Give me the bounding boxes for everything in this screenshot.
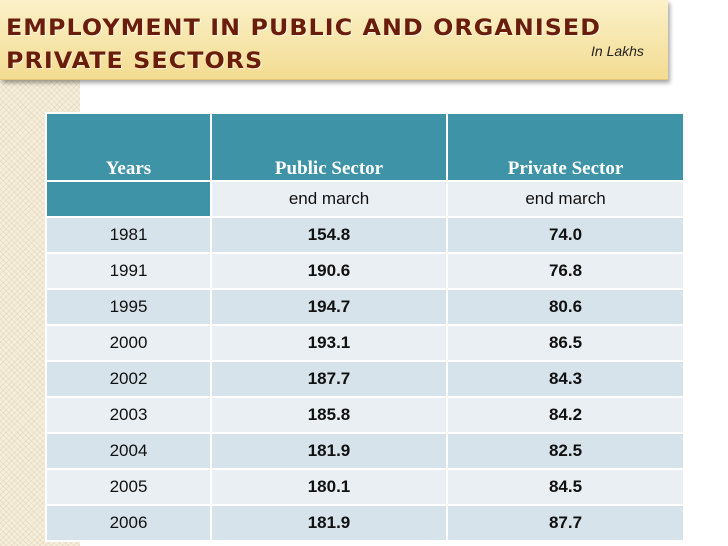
title-line-2: Private Sectors [6,49,264,74]
subheader-private: end march [446,180,685,218]
year-cell: 1991 [45,252,212,290]
year-cell: 2004 [45,432,212,470]
table-row: 2002 187.7 84.3 [45,360,685,398]
title-line-1: Employment in Public and Organised [6,16,602,41]
year-cell: 2003 [45,396,212,434]
unit-note: In Lakhs [591,43,644,59]
private-sector-cell: 80.6 [446,288,685,326]
table-row: 2005 180.1 84.5 [45,468,685,506]
year-cell: 1995 [45,288,212,326]
table-header-row: Years Public Sector Private Sector [45,112,685,182]
private-sector-cell: 86.5 [446,324,685,362]
private-sector-cell: 84.2 [446,396,685,434]
employment-table: Years Public Sector Private Sector end m… [45,112,685,542]
public-sector-cell: 194.7 [210,288,448,326]
private-sector-cell: 87.7 [446,504,685,542]
table-row: 1995 194.7 80.6 [45,288,685,326]
public-sector-cell: 193.1 [210,324,448,362]
public-sector-cell: 185.8 [210,396,448,434]
year-cell: 2000 [45,324,212,362]
public-sector-cell: 181.9 [210,504,448,542]
public-sector-cell: 187.7 [210,360,448,398]
public-sector-cell: 180.1 [210,468,448,506]
table-subheader-row: end march end march [45,180,685,218]
public-sector-cell: 154.8 [210,216,448,254]
table-row: 2000 193.1 86.5 [45,324,685,362]
private-sector-cell: 82.5 [446,432,685,470]
private-sector-cell: 84.3 [446,360,685,398]
header-years: Years [45,112,212,182]
private-sector-cell: 74.0 [446,216,685,254]
table-row: 2003 185.8 84.2 [45,396,685,434]
year-cell: 2006 [45,504,212,542]
header-private-sector: Private Sector [446,112,685,182]
header-public-sector: Public Sector [210,112,448,182]
public-sector-cell: 190.6 [210,252,448,290]
table-row: 2006 181.9 87.7 [45,504,685,542]
public-sector-cell: 181.9 [210,432,448,470]
page-title: Employment in Public and Organised Priva… [6,12,601,78]
table-row: 2004 181.9 82.5 [45,432,685,470]
title-banner: Employment in Public and Organised Priva… [0,0,668,80]
year-cell: 1981 [45,216,212,254]
year-cell: 2005 [45,468,212,506]
year-cell: 2002 [45,360,212,398]
table-row: 1981 154.8 74.0 [45,216,685,254]
subheader-public: end march [210,180,448,218]
subheader-blank [45,180,212,218]
table-row: 1991 190.6 76.8 [45,252,685,290]
private-sector-cell: 84.5 [446,468,685,506]
private-sector-cell: 76.8 [446,252,685,290]
